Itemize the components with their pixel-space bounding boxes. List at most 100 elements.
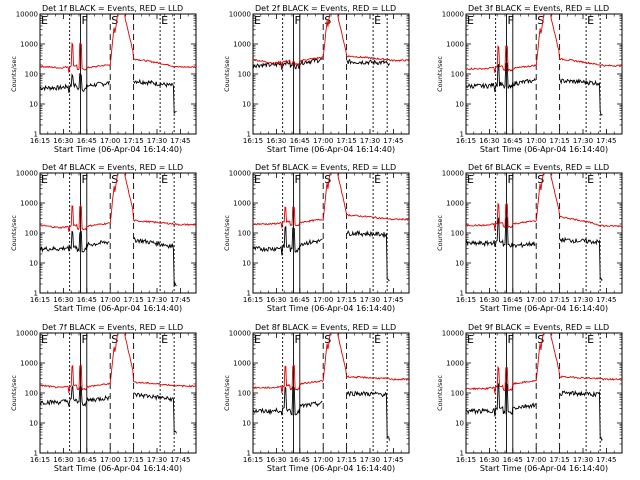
panel-title: Det 4f BLACK = Events, RED = LLD <box>42 163 183 172</box>
interval-marker-label: S <box>537 14 544 27</box>
x-axis-label: Start Time (06-Apr-04 16:14:40) <box>267 145 395 154</box>
y-tick-label: 1000 <box>446 41 464 49</box>
interval-marker-label: S <box>537 173 544 186</box>
interval-marker-label: E <box>41 14 48 27</box>
y-axis-label: Counts/sec <box>436 56 444 92</box>
y-axis-label: Counts/sec <box>223 375 231 411</box>
x-tick-label: 16:30 <box>479 456 499 464</box>
interval-marker-label: E <box>467 173 474 186</box>
chart-panel-4: Det 4f BLACK = Events, RED = LLD 1 10 100 10… <box>10 163 197 313</box>
x-axis-label: Start Time (06-Apr-04 16:14:40) <box>267 304 395 313</box>
y-tick-label: 1000 <box>233 41 251 49</box>
y-tick-label: 100 <box>25 230 38 238</box>
lld-series-line <box>253 14 409 68</box>
chart-panel-1: Det 1f BLACK = Events, RED = LLD 1 10 100 10… <box>10 4 197 154</box>
x-tick-label: 16:45 <box>290 296 310 304</box>
interval-marker-label: S <box>324 333 331 346</box>
x-tick-label: 16:30 <box>266 296 286 304</box>
x-tick-label: 16:30 <box>53 296 73 304</box>
y-axis-label: Counts/sec <box>10 215 18 251</box>
interval-marker-label: F <box>508 14 514 27</box>
interval-marker-label: S <box>537 333 544 346</box>
x-tick-label: 16:45 <box>77 296 97 304</box>
interval-marker-label: S <box>324 173 331 186</box>
interval-marker-label: F <box>508 173 514 186</box>
x-tick-label: 16:15 <box>456 137 476 145</box>
interval-marker-label: E <box>587 173 594 186</box>
x-tick-label: 16:45 <box>503 296 523 304</box>
x-tick-label: 17:00 <box>526 296 546 304</box>
x-axis-label: Start Time (06-Apr-04 16:14:40) <box>54 464 182 473</box>
chart-panel-8: Det 8f BLACK = Events, RED = LLD 1 10 100 10… <box>223 323 410 473</box>
x-tick-label: 17:15 <box>124 456 144 464</box>
y-tick-label: 1 <box>34 450 38 458</box>
x-axis-label: Start Time (06-Apr-04 16:14:40) <box>480 464 608 473</box>
y-tick-label: 1000 <box>20 41 38 49</box>
y-tick-label: 1 <box>34 131 38 139</box>
x-tick-label: 16:30 <box>266 137 286 145</box>
interval-marker-label: F <box>508 333 514 346</box>
plot-frame <box>252 13 410 135</box>
interval-marker-label: F <box>82 333 88 346</box>
y-tick-label: 10 <box>455 420 464 428</box>
interval-marker-label: E <box>467 333 474 346</box>
y-tick-label: 1 <box>460 131 464 139</box>
interval-marker-label: F <box>295 14 301 27</box>
x-tick-label: 16:30 <box>266 456 286 464</box>
interval-marker-label: F <box>82 14 88 27</box>
x-tick-label: 17:45 <box>596 137 616 145</box>
x-tick-label: 16:15 <box>30 456 50 464</box>
y-tick-label: 10000 <box>16 330 38 338</box>
y-tick-label: 1 <box>460 450 464 458</box>
plot-frame <box>465 13 623 135</box>
x-tick-label: 17:15 <box>550 456 570 464</box>
x-tick-label: 16:45 <box>503 137 523 145</box>
chart-panel-7: Det 7f BLACK = Events, RED = LLD 1 10 100 10… <box>10 323 197 473</box>
y-tick-label: 1 <box>247 290 251 298</box>
y-tick-label: 1000 <box>20 360 38 368</box>
events-series-line <box>466 61 603 116</box>
plot-frame <box>252 172 410 294</box>
x-tick-label: 17:45 <box>596 456 616 464</box>
x-tick-label: 16:15 <box>243 296 263 304</box>
chart-panel-6: Det 6f BLACK = Events, RED = LLD 1 10 100 10… <box>436 163 623 313</box>
y-tick-label: 100 <box>238 71 251 79</box>
x-tick-label: 16:15 <box>456 296 476 304</box>
x-tick-label: 17:45 <box>170 137 190 145</box>
y-tick-label: 1000 <box>233 200 251 208</box>
x-tick-label: 17:45 <box>170 296 190 304</box>
interval-marker-label: E <box>467 14 474 27</box>
interval-marker-label: F <box>82 173 88 186</box>
x-tick-label: 17:15 <box>124 296 144 304</box>
x-tick-label: 17:00 <box>313 456 333 464</box>
x-tick-label: 17:45 <box>383 456 403 464</box>
interval-marker-label: S <box>111 173 118 186</box>
y-tick-label: 10000 <box>16 170 38 178</box>
x-tick-label: 17:30 <box>360 456 380 464</box>
interval-marker-label: E <box>587 333 594 346</box>
lld-series-line <box>40 173 196 232</box>
interval-marker-label: E <box>161 173 168 186</box>
y-tick-label: 100 <box>451 390 464 398</box>
y-axis-label: Counts/sec <box>436 215 444 251</box>
interval-marker-label: E <box>161 14 168 27</box>
panel-title: Det 3f BLACK = Events, RED = LLD <box>468 4 609 13</box>
events-series-line <box>466 216 603 281</box>
x-tick-label: 17:00 <box>526 137 546 145</box>
x-tick-label: 17:45 <box>383 137 403 145</box>
y-tick-label: 10 <box>242 101 251 109</box>
events-series-line <box>40 230 177 287</box>
y-tick-label: 100 <box>25 390 38 398</box>
x-tick-label: 17:15 <box>550 296 570 304</box>
x-axis-label: Start Time (06-Apr-04 16:14:40) <box>54 145 182 154</box>
x-tick-label: 16:15 <box>243 137 263 145</box>
interval-marker-label: E <box>374 14 381 27</box>
interval-marker-label: E <box>41 173 48 186</box>
interval-marker-label: E <box>254 14 261 27</box>
x-tick-label: 17:00 <box>100 137 120 145</box>
x-tick-label: 16:45 <box>290 137 310 145</box>
x-tick-label: 17:45 <box>596 296 616 304</box>
x-tick-label: 17:30 <box>360 296 380 304</box>
events-series-line <box>40 73 177 115</box>
